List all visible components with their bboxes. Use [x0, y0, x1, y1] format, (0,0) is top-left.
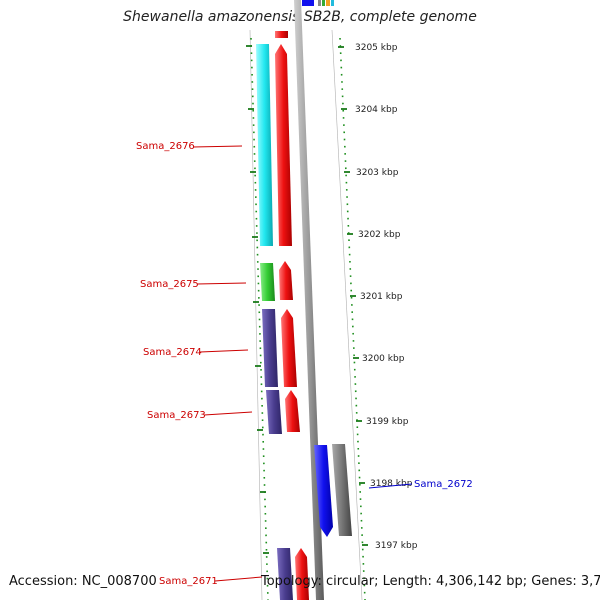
- feature-sama-2672-cog: [332, 444, 352, 536]
- feature-sama-2673-cog: [266, 390, 282, 434]
- cog-track: [256, 44, 352, 600]
- scale-label: 3198 kbp: [370, 479, 413, 489]
- scale-labels: 3205 kbp 3204 kbp 3203 kbp 3202 kbp 3201…: [355, 43, 418, 551]
- feature-sama-2676-arrow: [275, 44, 292, 246]
- genome-summary-text: Topology: circular; Length: 4,306,142 bp…: [261, 574, 600, 589]
- feature-sama-2671-arrow: [295, 548, 309, 600]
- feature-sama-2677-arrow: [275, 31, 288, 38]
- accession-text: Accession: NC_008700: [9, 574, 157, 589]
- gene-label-sama-2672: Sama_2672: [414, 479, 473, 490]
- scale-label: 3202 kbp: [358, 230, 401, 240]
- top-gene-fragments: [302, 0, 334, 6]
- feature-sama-2673-arrow: [285, 390, 300, 432]
- feature-sama-2675-arrow: [279, 261, 293, 300]
- ring-outline: [249, 29, 363, 600]
- gene-labels: Sama_2676 Sama_2675 Sama_2674 Sama_2673 …: [136, 141, 473, 587]
- gene-label-sama-2676: Sama_2676: [136, 141, 195, 152]
- scale-label: 3197 kbp: [375, 541, 418, 551]
- gene-label-sama-2673: Sama_2673: [147, 410, 206, 421]
- label-connectors: [192, 145, 413, 582]
- scale-label: 3200 kbp: [362, 354, 405, 364]
- feature-sama-2676-cog: [256, 44, 273, 246]
- feature-sama-2671-cog: [277, 548, 293, 600]
- gene-label-sama-2675: Sama_2675: [140, 279, 199, 290]
- cds-track: [275, 31, 333, 600]
- scale-dots: [250, 37, 366, 600]
- gene-label-sama-2671: Sama_2671: [159, 576, 218, 587]
- feature-sama-2674-cog: [262, 309, 278, 387]
- scale-label: 3203 kbp: [356, 168, 399, 178]
- scale-label: 3199 kbp: [366, 417, 409, 427]
- scale-label: 3204 kbp: [355, 105, 398, 115]
- left-ticks: [246, 45, 269, 554]
- gene-label-sama-2674: Sama_2674: [143, 347, 202, 358]
- scale-label: 3205 kbp: [355, 43, 398, 53]
- feature-sama-2674-arrow: [281, 309, 297, 387]
- scale-label: 3201 kbp: [360, 292, 403, 302]
- right-ticks: [338, 46, 368, 546]
- feature-sama-2675-cog: [260, 263, 275, 301]
- feature-sama-2672-arrow: [314, 445, 333, 537]
